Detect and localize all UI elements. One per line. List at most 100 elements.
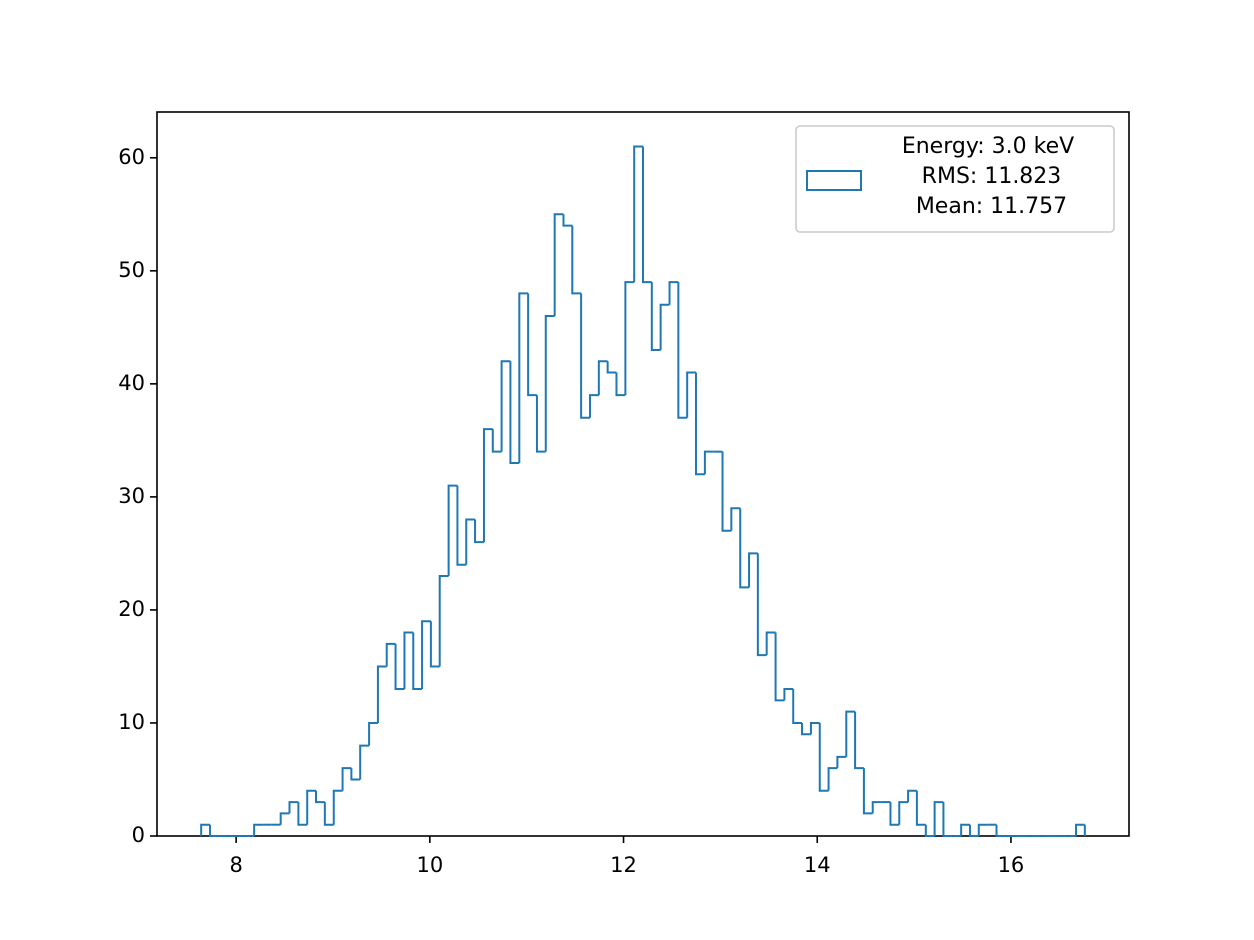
histogram-bin (279, 812, 290, 825)
histogram-bin (447, 484, 458, 577)
y-tick-label: 0 (132, 823, 145, 847)
legend-handle (806, 170, 862, 191)
histogram-bin (385, 642, 396, 667)
histogram-bin (942, 802, 953, 837)
histogram-bin (456, 485, 467, 566)
histogram-bin (977, 823, 988, 836)
histogram-bin (642, 146, 652, 284)
histogram-bin (845, 710, 856, 757)
x-tick-label: 12 (610, 853, 637, 877)
histogram-bin (429, 621, 440, 668)
legend (795, 125, 1115, 233)
x-tick-label: 8 (229, 853, 242, 877)
histogram-bin (297, 802, 308, 826)
x-tick-label: 14 (804, 853, 831, 877)
histogram-bin (535, 395, 546, 453)
histogram-bin (368, 721, 378, 746)
histogram-bin (403, 631, 414, 690)
histogram-bin (783, 688, 794, 701)
histogram-bin (694, 372, 705, 476)
histogram-bin (412, 632, 423, 691)
histogram-bin (960, 823, 970, 836)
histogram-bin (836, 755, 847, 769)
histogram-bin (933, 801, 944, 836)
histogram-bin (721, 451, 732, 532)
histogram-bin (208, 824, 219, 837)
histogram-bin (376, 665, 387, 723)
histogram-bin (968, 824, 979, 837)
histogram-bin (809, 721, 820, 735)
histogram-bin (606, 361, 617, 374)
histogram-bin (650, 282, 661, 351)
histogram-bin (323, 802, 334, 826)
histogram-bin (509, 361, 520, 464)
histogram-bin (527, 293, 537, 397)
histogram-bin (394, 643, 405, 691)
histogram-bin (633, 145, 643, 283)
y-tick-label: 50 (118, 258, 145, 282)
histogram-bin (615, 372, 626, 397)
histogram-bin (703, 450, 714, 475)
y-tick-label: 30 (118, 484, 145, 508)
histogram-bin (995, 824, 1006, 837)
histogram-bin (898, 801, 909, 825)
histogram-bin (668, 281, 679, 305)
histogram-bin (624, 281, 635, 396)
histogram-bin (597, 360, 608, 396)
axes-frame (156, 111, 1130, 837)
histogram-bin (200, 823, 210, 836)
histogram-bin (359, 744, 370, 780)
y-tick-label: 40 (118, 371, 145, 395)
histogram-bin (792, 689, 803, 724)
legend-label: Energy: 3.0 keV RMS: 11.823 Mean: 11.757 (901, 134, 1075, 219)
y-tick-label: 60 (118, 145, 145, 169)
y-tick-label: 10 (118, 710, 145, 734)
histogram-bin (677, 282, 688, 419)
histogram-bin (315, 790, 325, 804)
histogram-bin (306, 789, 317, 825)
histogram-bin (871, 801, 882, 814)
histogram-bin (518, 292, 529, 463)
histogram-bin (341, 767, 352, 791)
histogram-bin (288, 801, 299, 814)
histogram-bin (748, 552, 758, 588)
histogram-bin (907, 789, 917, 803)
histogram-bin (491, 429, 502, 453)
histogram-bin (589, 394, 599, 418)
histogram-bin (482, 428, 493, 543)
histogram-bin (659, 303, 670, 350)
histogram-bin (827, 767, 838, 791)
histogram-bin (801, 722, 811, 736)
legend-frame (795, 125, 1115, 233)
histogram-bin (862, 768, 873, 815)
histogram-bin (1075, 823, 1085, 836)
histogram-bin (686, 371, 696, 418)
histogram-bin (580, 293, 591, 419)
histogram-bin (854, 711, 864, 770)
histogram-bin (774, 632, 785, 702)
histogram-bin (438, 575, 449, 667)
x-tick-label: 16 (998, 853, 1025, 877)
histogram-bin (553, 213, 564, 317)
histogram-bin (889, 802, 900, 826)
histogram-bin (350, 768, 361, 781)
histogram-bin (253, 823, 264, 836)
histogram-bin (544, 315, 555, 452)
histogram-bin (500, 360, 511, 452)
histogram-bin (730, 507, 741, 531)
y-tick-label: 20 (118, 597, 145, 621)
histogram-bin (421, 620, 431, 690)
histogram-bin (562, 214, 573, 227)
histogram-bin (465, 518, 476, 565)
histogram-bin (818, 722, 829, 792)
x-tick-label: 10 (416, 853, 443, 877)
histogram-bin (739, 508, 750, 589)
histogram-bin (474, 519, 484, 544)
histogram-bin (332, 789, 343, 825)
histogram-bin (571, 225, 582, 295)
histogram-bin (924, 824, 935, 837)
histogram-bin (915, 790, 926, 826)
histogram-bin (765, 631, 776, 656)
